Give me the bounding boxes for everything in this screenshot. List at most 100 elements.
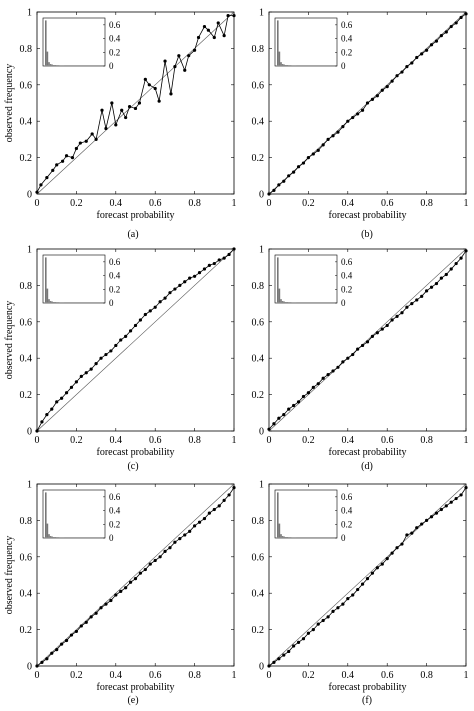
data-point (188, 276, 192, 280)
inset-bar (45, 492, 47, 538)
data-point (206, 28, 210, 32)
data-point (321, 376, 325, 380)
data-point (277, 657, 281, 661)
data-point (420, 294, 424, 298)
data-point (439, 34, 443, 38)
data-point (346, 356, 350, 360)
x-tick-label: 0.4 (110, 670, 123, 681)
inset-histogram: 0.6 0.4 0.2 0 (274, 17, 353, 71)
x-axis-label: forecast probability (328, 682, 406, 693)
panel-e: 0 0.2 0.4 0.6 0.8 1 0 0.2 0.4 0.6 0.8 1 forecast pro… (4, 480, 237, 707)
inset-histogram: 0.6 0.4 0.2 0 (42, 254, 121, 308)
inset-histogram: 0.6 0.4 0.2 0 (42, 17, 121, 71)
inset-bar (49, 64, 52, 66)
data-point (415, 298, 419, 302)
data-point (336, 130, 340, 134)
y-tick-label: 0.6 (20, 552, 33, 563)
inset-bar (278, 51, 281, 66)
data-point (55, 648, 59, 652)
data-point (222, 34, 226, 38)
data-point (316, 382, 320, 386)
data-point (459, 493, 463, 497)
data-point (326, 372, 330, 377)
y-tick-label: 0 (259, 662, 264, 673)
data-point (415, 526, 419, 530)
data-point (163, 59, 167, 63)
data-point (380, 88, 384, 92)
data-point (35, 429, 39, 433)
data-point (464, 12, 468, 16)
data-point (306, 156, 310, 160)
data-point (168, 546, 172, 550)
x-tick-label: 1 (232, 435, 237, 446)
data-point (410, 61, 414, 65)
panel-caption: (d) (361, 461, 373, 472)
data-point (282, 179, 286, 183)
data-point (351, 115, 355, 120)
data-point (360, 108, 365, 112)
y-axis-label: observed frequency (4, 301, 15, 380)
data-point (331, 609, 335, 614)
inset-bar (277, 20, 279, 66)
data-point (89, 367, 93, 371)
data-point (109, 598, 113, 603)
data-point (341, 602, 345, 606)
data-point (153, 305, 157, 309)
data-point (99, 356, 103, 360)
inset-tick-label: 0.2 (341, 519, 352, 529)
x-tick-label: 0.6 (381, 198, 394, 209)
data-point (439, 276, 443, 280)
data-point (227, 252, 231, 257)
data-point (119, 589, 123, 593)
data-point (346, 119, 350, 123)
y-axis-label: observed frequency (4, 536, 15, 615)
y-tick-label: 1 (259, 480, 264, 491)
y-tick-label: 0.2 (252, 153, 265, 164)
panel-b: 0 0.2 0.4 0.6 0.8 1 0 0.2 0.4 0.6 0.8 1 forecast pro… (252, 8, 469, 241)
data-point (138, 318, 143, 322)
data-point (351, 352, 355, 357)
perfect-reliability-line (36, 11, 235, 195)
inset-tick-label: 0 (109, 533, 114, 543)
x-tick-label: 0.2 (70, 670, 83, 681)
inset-bar (48, 534, 50, 538)
data-point (356, 587, 360, 592)
data-point (183, 533, 187, 537)
x-tick-label: 0.8 (420, 670, 433, 681)
data-point (178, 283, 182, 287)
data-point (158, 555, 162, 559)
data-point (375, 566, 379, 570)
data-point (316, 622, 320, 626)
data-point (410, 302, 414, 306)
plot-frame (36, 483, 235, 667)
data-point (69, 385, 74, 389)
x-axis-label: forecast probability (328, 447, 406, 458)
data-point (127, 105, 132, 109)
inset-bar (49, 536, 52, 538)
data-point (400, 70, 404, 74)
data-point (173, 65, 177, 69)
data-point (425, 518, 429, 523)
inset-bar (281, 301, 284, 303)
y-tick-label: 0.4 (20, 117, 33, 128)
inset-bar (45, 20, 47, 66)
data-point (434, 511, 439, 515)
data-point (124, 115, 128, 120)
data-point (272, 422, 276, 426)
inset-bar (277, 492, 279, 538)
inset-bar (280, 299, 282, 303)
data-point (296, 165, 301, 169)
data-point (306, 391, 310, 395)
data-point (365, 577, 370, 581)
y-tick-label: 0.4 (20, 354, 33, 365)
x-tick-label: 1 (232, 670, 237, 681)
inset-frame (274, 254, 338, 304)
data-point (158, 300, 162, 304)
data-point (331, 134, 335, 138)
panel-caption: (f) (362, 695, 372, 706)
data-point (128, 580, 133, 584)
inset-histogram: 0.6 0.4 0.2 0 (42, 489, 121, 543)
data-point (183, 68, 187, 72)
data-point (70, 156, 75, 160)
